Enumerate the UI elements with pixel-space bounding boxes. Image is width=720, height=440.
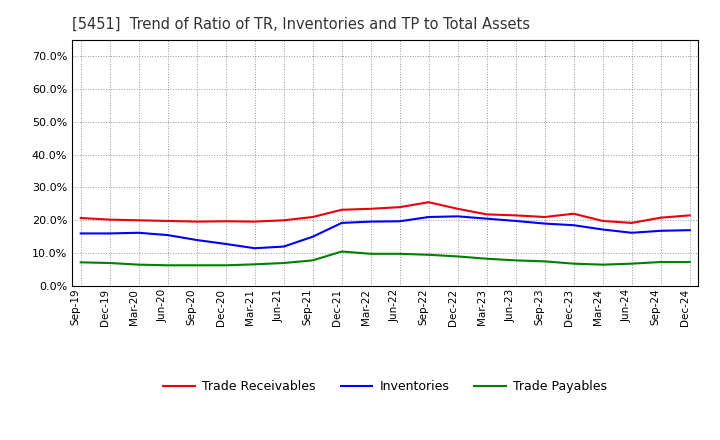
Trade Payables [308, 258, 317, 263]
Inventories [105, 231, 114, 236]
Trade Receivables [598, 218, 607, 224]
Inventories [395, 219, 404, 224]
Inventories [251, 246, 259, 251]
Trade Receivables [685, 213, 694, 218]
Line: Inventories: Inventories [81, 216, 690, 248]
Trade Payables [105, 260, 114, 266]
Trade Receivables [279, 218, 288, 223]
Trade Receivables [570, 211, 578, 216]
Trade Payables [454, 254, 462, 259]
Inventories [279, 244, 288, 249]
Trade Receivables [163, 218, 172, 224]
Trade Receivables [251, 219, 259, 224]
Trade Payables [482, 256, 491, 261]
Inventories [338, 220, 346, 226]
Trade Receivables [221, 219, 230, 224]
Trade Payables [657, 259, 665, 264]
Trade Receivables [454, 206, 462, 212]
Trade Payables [163, 263, 172, 268]
Inventories [192, 237, 201, 242]
Inventories [482, 216, 491, 221]
Trade Receivables [308, 214, 317, 220]
Trade Payables [192, 263, 201, 268]
Trade Receivables [366, 206, 375, 212]
Trade Receivables [424, 200, 433, 205]
Trade Receivables [541, 214, 549, 220]
Inventories [424, 214, 433, 220]
Trade Payables [598, 262, 607, 267]
Inventories [454, 214, 462, 219]
Trade Payables [338, 249, 346, 254]
Inventories [308, 234, 317, 239]
Trade Payables [251, 262, 259, 267]
Inventories [685, 227, 694, 233]
Inventories [135, 230, 143, 235]
Trade Payables [76, 260, 85, 265]
Trade Receivables [338, 207, 346, 213]
Trade Receivables [192, 219, 201, 224]
Trade Payables [221, 263, 230, 268]
Inventories [163, 232, 172, 238]
Inventories [570, 223, 578, 228]
Trade Receivables [657, 215, 665, 220]
Legend: Trade Receivables, Inventories, Trade Payables: Trade Receivables, Inventories, Trade Pa… [158, 375, 612, 398]
Trade Payables [135, 262, 143, 267]
Inventories [76, 231, 85, 236]
Trade Receivables [76, 215, 85, 220]
Trade Receivables [395, 205, 404, 210]
Trade Receivables [511, 213, 520, 218]
Inventories [657, 228, 665, 234]
Line: Trade Receivables: Trade Receivables [81, 202, 690, 223]
Inventories [221, 241, 230, 246]
Inventories [541, 221, 549, 226]
Trade Receivables [627, 220, 636, 226]
Trade Payables [395, 251, 404, 257]
Inventories [511, 218, 520, 224]
Inventories [598, 227, 607, 232]
Inventories [366, 219, 375, 224]
Trade Receivables [482, 212, 491, 217]
Trade Payables [366, 251, 375, 257]
Inventories [627, 230, 636, 235]
Text: [5451]  Trend of Ratio of TR, Inventories and TP to Total Assets: [5451] Trend of Ratio of TR, Inventories… [72, 16, 530, 32]
Trade Payables [541, 259, 549, 264]
Trade Receivables [105, 217, 114, 222]
Trade Payables [424, 252, 433, 257]
Trade Payables [279, 260, 288, 266]
Trade Payables [570, 261, 578, 266]
Trade Payables [511, 258, 520, 263]
Line: Trade Payables: Trade Payables [81, 252, 690, 265]
Trade Receivables [135, 218, 143, 223]
Trade Payables [685, 259, 694, 264]
Trade Payables [627, 261, 636, 266]
